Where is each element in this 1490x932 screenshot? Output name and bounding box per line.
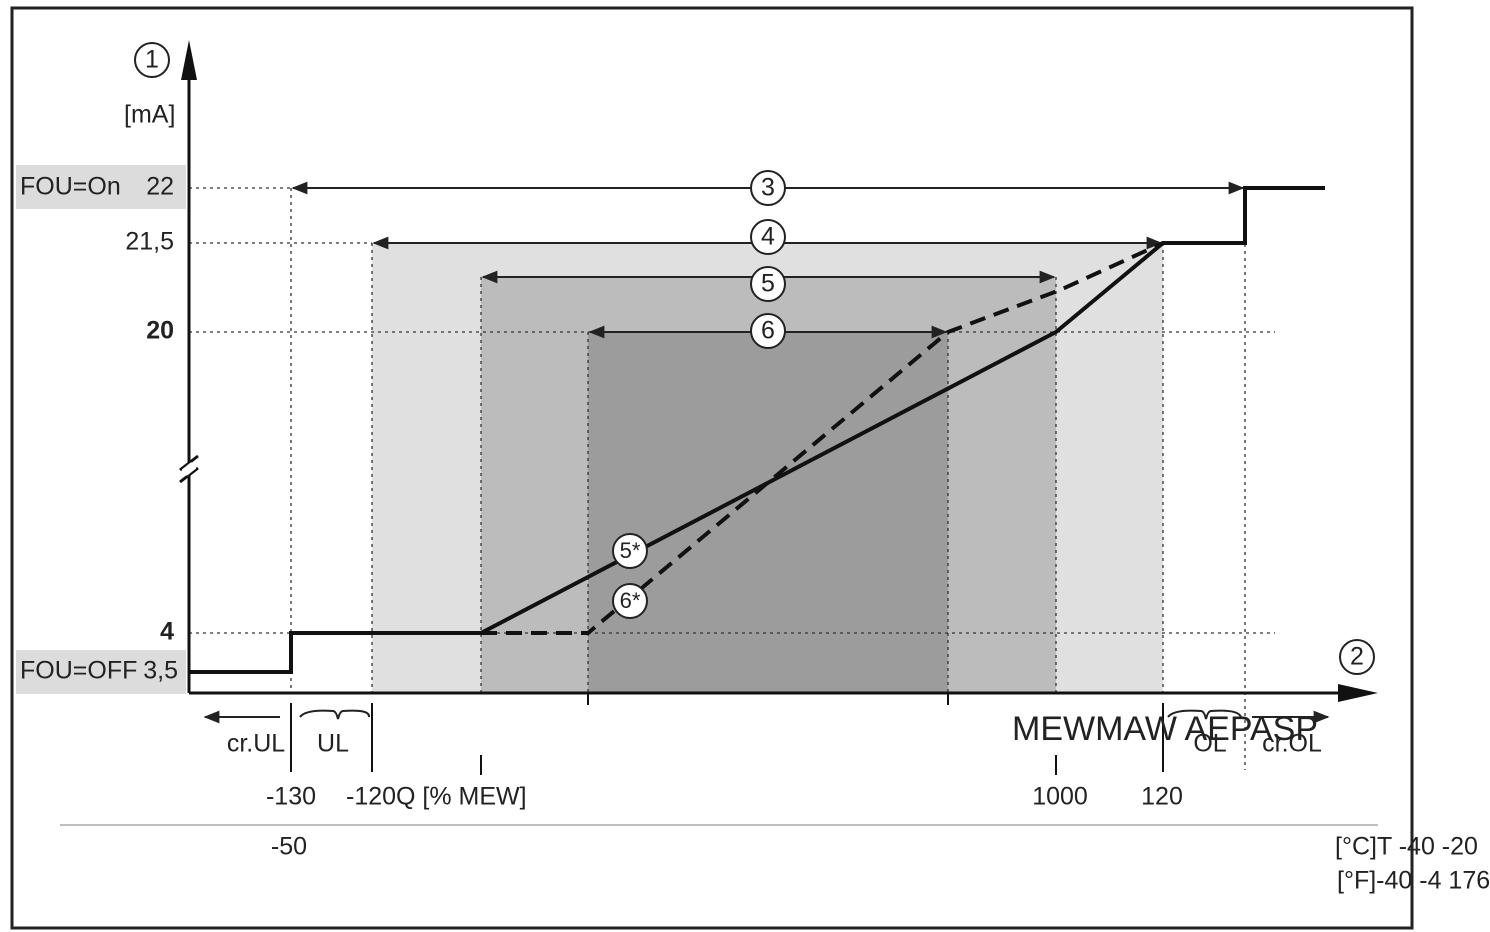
markers: 1 2 3 4 5 6 5* 6* (134, 42, 1375, 675)
temp-f: [°F]-40 -4 176 (1337, 867, 1490, 895)
y-unit: [mA] (124, 101, 175, 129)
zone-label: UL (317, 730, 349, 758)
temp-tick: -50 (271, 833, 307, 861)
overlay-label: MEWMAW AEPASP (1012, 710, 1318, 748)
zone-label: cr.OL (1262, 730, 1322, 758)
label-box (16, 165, 186, 209)
x-tick-label: -130 (266, 783, 316, 811)
fou-label: FOU=OFF (20, 657, 137, 685)
range-label: 5 (761, 270, 775, 298)
curve-label: 6* (620, 588, 641, 613)
output-curve (189, 186, 1325, 674)
axis-break-gap (181, 462, 197, 476)
marker-label: 2 (1350, 643, 1364, 671)
range-label: 3 (761, 174, 775, 202)
fou-label: FOU=On (20, 173, 121, 201)
y-level: 3,5 (143, 657, 178, 685)
temp-c: [°C]T -40 -20 (1335, 833, 1478, 861)
ul-brace (299, 709, 370, 720)
ol-brace (1167, 709, 1242, 720)
guides (189, 187, 1275, 770)
y-level: 21,5 (125, 228, 174, 256)
y-level: 4 (160, 618, 174, 646)
range-label: 4 (761, 223, 775, 251)
range-6-area (588, 332, 948, 693)
y-level: 22 (146, 173, 174, 201)
x-arrow (1338, 684, 1378, 702)
axis-break (179, 454, 199, 484)
y-arrow (181, 40, 197, 80)
label-box (16, 650, 186, 694)
x-tick-label: -120Q [% MEW] (346, 783, 527, 811)
zone-label: cr.UL (227, 730, 285, 758)
zone-label: OL (1193, 730, 1226, 758)
x-tick-label: 120 (1141, 783, 1183, 811)
y-level: 20 (146, 317, 174, 345)
curve-label: 5* (620, 538, 641, 563)
output-curve-dashed (481, 241, 1164, 635)
frame (10, 6, 1414, 930)
x-ticks (290, 693, 1164, 775)
x-tick-label: 1000 (1032, 783, 1088, 811)
marker-label: 1 (145, 46, 159, 74)
range-label: 6 (761, 317, 775, 345)
